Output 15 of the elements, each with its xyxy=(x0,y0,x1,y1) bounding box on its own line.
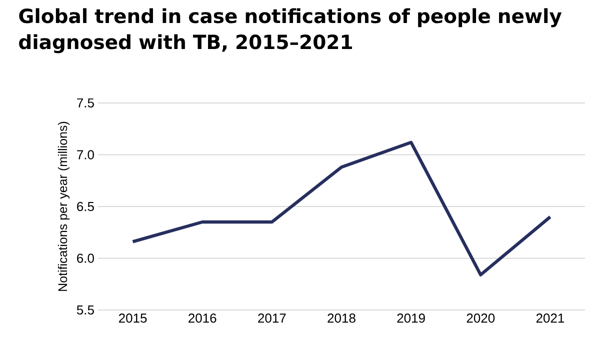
y-tick-label: 7.0 xyxy=(77,150,94,160)
y-axis-title: Notifications per year (millions) xyxy=(58,122,70,291)
y-tick-label: 7.5 xyxy=(77,98,94,108)
y-tick-label: 6.0 xyxy=(77,254,94,263)
line-series xyxy=(131,140,552,276)
x-tick-label: 2018 xyxy=(328,314,356,323)
chart-title: Global trend in case notifications of people newly diagnosed with TB, 2015–2021 xyxy=(19,8,562,54)
y-tick-label: 5.5 xyxy=(76,305,94,315)
x-tick-label: 2020 xyxy=(466,314,495,323)
x-tick-label: 2021 xyxy=(536,314,564,323)
x-tick-label: 2016 xyxy=(188,314,216,323)
x-tick-label: 2017 xyxy=(258,314,286,323)
x-tick-label: 2019 xyxy=(397,314,425,323)
y-tick-label: 6.5 xyxy=(77,202,94,212)
x-tick-label: 2015 xyxy=(118,314,147,323)
